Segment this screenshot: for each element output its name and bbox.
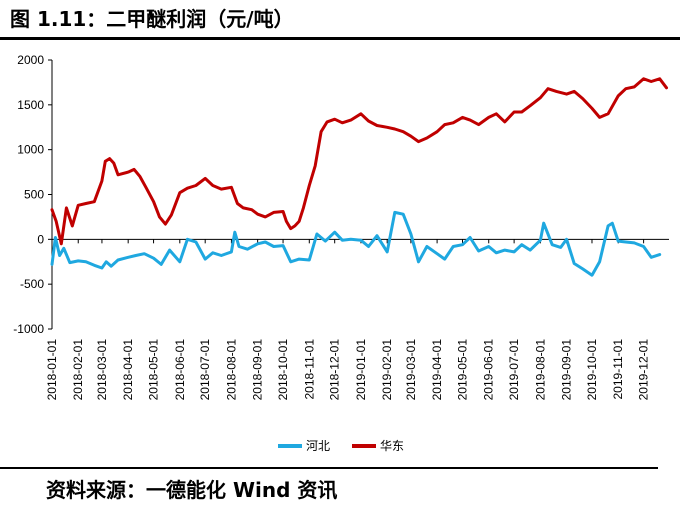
x-tick-label: 2019-05-01	[455, 339, 469, 401]
bottom-rule	[0, 467, 658, 469]
y-tick-label: -500	[20, 277, 44, 291]
y-tick-label: 1000	[17, 143, 44, 157]
y-tick-label: 2000	[17, 53, 44, 67]
x-tick-label: 2018-01-01	[45, 339, 59, 401]
chart-legend: 河北 华东	[278, 439, 404, 453]
x-tick-label: 2018-04-01	[121, 339, 135, 401]
series-line-hebei	[50, 210, 662, 277]
x-tick-label: 2018-03-01	[95, 339, 109, 401]
x-tick-label: 2018-08-01	[224, 339, 238, 401]
y-tick-label: 500	[24, 188, 44, 202]
x-tick-label: 2019-09-01	[560, 339, 574, 401]
legend-label: 华东	[380, 439, 404, 453]
figure-title: 图 1.11：二甲醚利润（元/吨）	[10, 7, 294, 31]
x-tick-label: 2019-10-01	[585, 339, 599, 401]
y-tick-label: 1500	[17, 98, 44, 112]
series-line-huadong	[50, 77, 668, 246]
y-tick-label: 0	[37, 232, 44, 246]
x-tick-label: 2018-09-01	[251, 339, 265, 401]
x-tick-label: 2018-06-01	[173, 339, 187, 401]
x-tick-label: 2019-07-01	[507, 339, 521, 401]
legend-label: 河北	[306, 439, 330, 453]
x-tick-label: 2019-02-01	[380, 339, 394, 401]
x-tick-label: 2018-10-01	[276, 339, 290, 401]
x-tick-label: 2019-04-01	[430, 339, 444, 401]
x-tick-label: 2019-03-01	[404, 339, 418, 401]
x-tick-label: 2019-12-01	[637, 339, 651, 401]
x-tick-label: 2019-06-01	[482, 339, 496, 401]
x-tick-label: 2018-05-01	[147, 339, 161, 401]
source-note: 资料来源：一德能化 Wind 资讯	[46, 478, 338, 502]
x-tick-label: 2018-02-01	[71, 339, 85, 401]
x-tick-label: 2019-11-01	[611, 339, 625, 400]
x-tick-label: 2019-08-01	[533, 339, 547, 401]
y-tick-label: -1000	[13, 322, 44, 336]
x-tick-label: 2018-12-01	[328, 339, 342, 401]
top-rule	[0, 37, 680, 40]
x-tick-label: 2018-11-01	[302, 339, 316, 400]
chart-series	[50, 77, 668, 277]
x-tick-label: 2019-01-01	[354, 339, 368, 401]
x-tick-label: 2018-07-01	[198, 339, 212, 401]
